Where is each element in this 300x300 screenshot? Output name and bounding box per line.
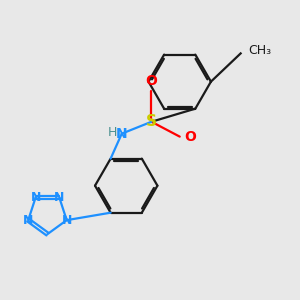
Text: S: S	[146, 114, 157, 129]
Text: N: N	[61, 214, 72, 226]
Text: N: N	[30, 191, 41, 204]
Text: O: O	[146, 74, 158, 88]
Text: H: H	[108, 126, 117, 139]
Text: N: N	[116, 127, 128, 141]
Text: O: O	[184, 130, 196, 144]
Text: N: N	[54, 191, 64, 204]
Text: CH₃: CH₃	[248, 44, 271, 57]
Text: N: N	[23, 214, 33, 226]
